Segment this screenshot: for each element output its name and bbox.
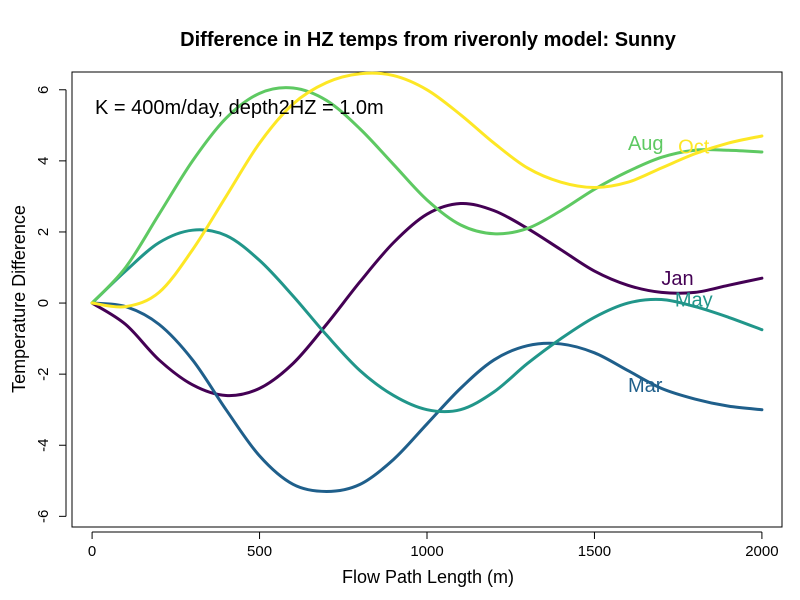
chart-annotation: K = 400m/day, depth2HZ = 1.0m: [95, 97, 384, 119]
series-label-oct: Oct: [678, 137, 710, 159]
x-axis: 0 500 1000 1500 2000: [88, 531, 779, 560]
x-axis-label: Flow Path Length (m): [342, 567, 514, 587]
y-axis-label: Temperature Difference: [9, 205, 29, 393]
y-tick-label: 6: [35, 86, 52, 94]
x-tick-label: 0: [88, 543, 96, 560]
plot-frame: [71, 71, 783, 528]
series-line-oct: [90, 71, 764, 309]
series-line-mar: [90, 301, 764, 493]
x-tick-label: 500: [247, 543, 272, 560]
series-line-may: [90, 228, 764, 414]
series-label-aug: Aug: [628, 133, 664, 155]
series-layer: [90, 71, 764, 493]
chart-title: Difference in HZ temps from riveronly mo…: [180, 29, 677, 51]
x-tick-label: 1000: [410, 543, 443, 560]
series-label-layer: Jan Mar May Aug Oct: [628, 133, 713, 397]
series-line-jan: [90, 201, 764, 398]
x-tick-label: 2000: [745, 543, 778, 560]
series-label-may: May: [675, 290, 713, 312]
series-label-jan: Jan: [661, 268, 693, 290]
y-tick-label: -6: [35, 510, 52, 523]
series-line-aug: [90, 86, 764, 305]
series-label-mar: Mar: [628, 375, 663, 397]
y-tick-label: -2: [35, 367, 52, 380]
y-tick-label: 2: [35, 228, 52, 236]
y-tick-label: 0: [35, 299, 52, 307]
y-tick-label: 4: [35, 157, 52, 165]
y-axis: -6 -4 -2 0 2 4 6: [35, 86, 67, 523]
y-tick-label: -4: [35, 439, 52, 452]
x-tick-label: 1500: [578, 543, 611, 560]
